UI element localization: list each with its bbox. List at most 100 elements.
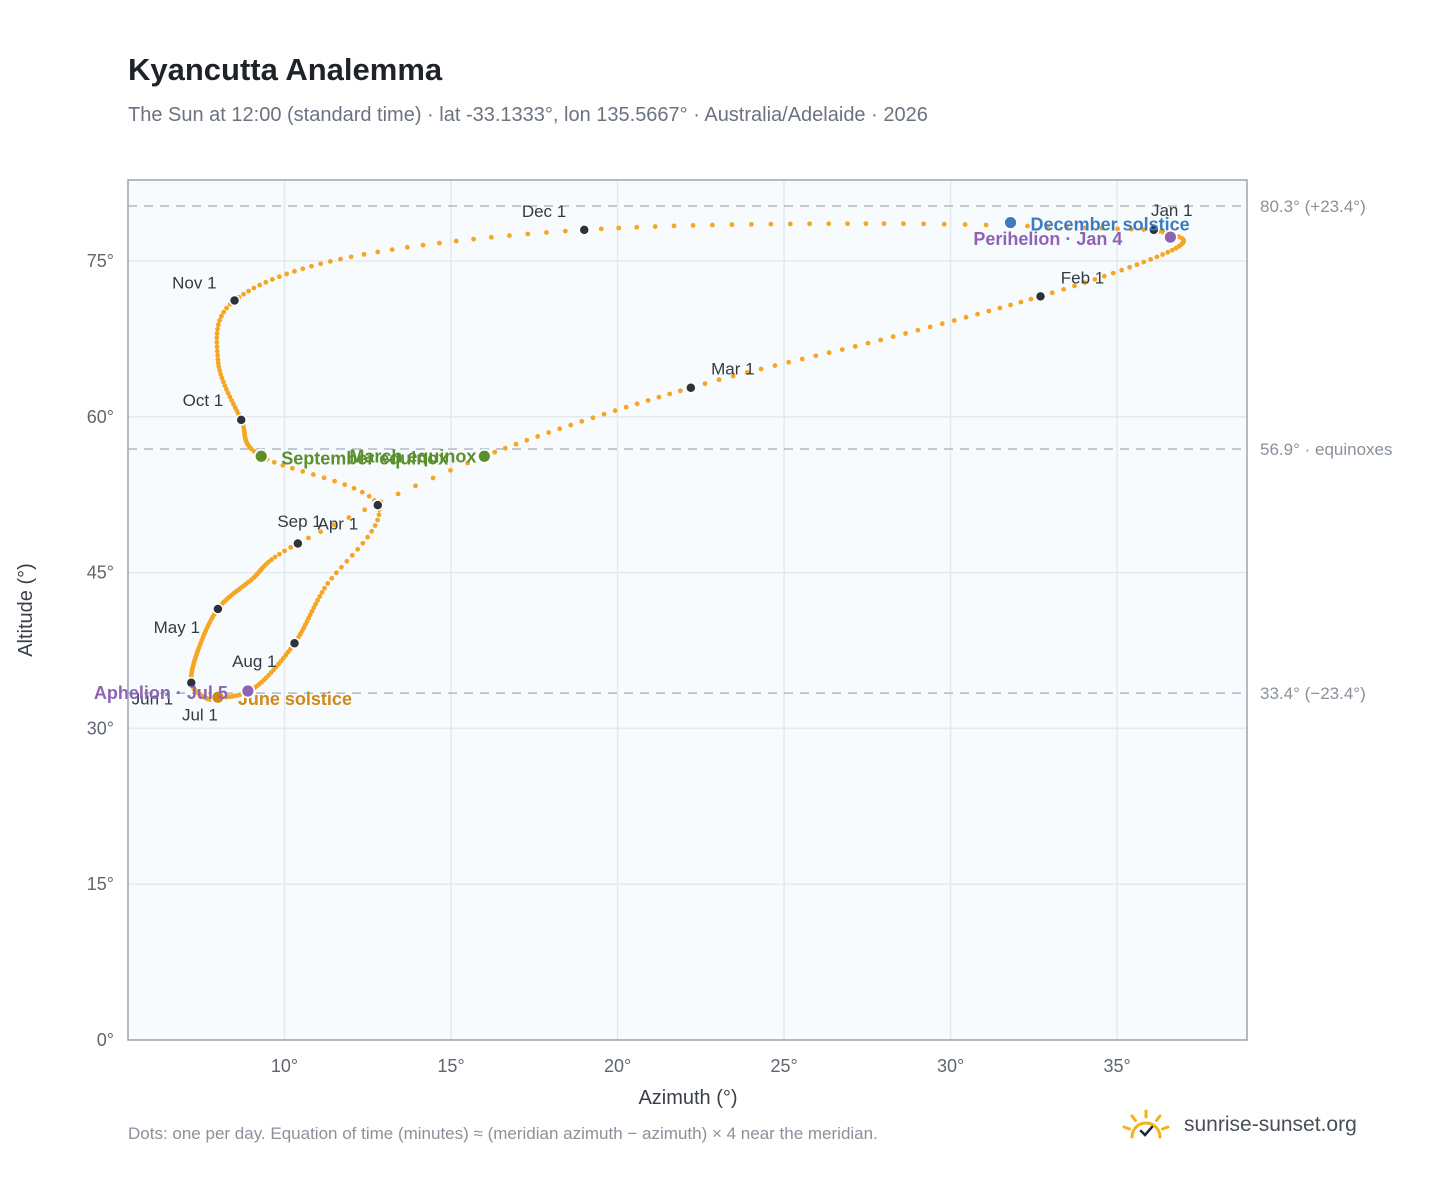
day-dot <box>799 356 805 362</box>
day-dot <box>1165 249 1171 255</box>
day-dot <box>351 485 357 491</box>
day-dot <box>986 308 992 314</box>
day-dot <box>375 249 381 255</box>
event-label: Aphelion · Jul 5 <box>94 683 228 703</box>
day-dot <box>313 601 318 607</box>
day-dot <box>465 460 471 466</box>
month-label: Jun 1 <box>132 690 174 709</box>
day-dot <box>355 546 361 552</box>
month-dot <box>1034 290 1047 303</box>
month-label: Mar 1 <box>711 360 754 379</box>
plot-frame <box>127 179 1248 1041</box>
day-dot <box>311 605 317 611</box>
day-dot <box>845 221 850 227</box>
day-dot <box>359 489 365 495</box>
event-dot <box>240 683 256 699</box>
day-dot <box>1134 262 1140 268</box>
day-dot <box>709 222 715 228</box>
month-label: Jan 1 <box>1151 201 1193 220</box>
day-dot <box>436 240 442 246</box>
day-dot <box>656 394 662 400</box>
day-dot <box>863 221 869 227</box>
brand-name: sunrise-sunset.org <box>1184 1113 1357 1136</box>
event-dot <box>476 448 492 464</box>
day-dot <box>962 222 968 227</box>
month-label: Aug 1 <box>232 652 276 671</box>
day-dot <box>280 462 286 468</box>
day-dot <box>327 259 333 264</box>
day-dot <box>634 401 640 407</box>
day-dot <box>284 271 290 277</box>
day-dot <box>331 522 337 528</box>
sun-check-icon <box>1122 1109 1170 1139</box>
day-dot <box>230 401 236 407</box>
day-dot <box>221 309 227 315</box>
day-dot <box>369 528 375 534</box>
day-dot <box>322 585 327 591</box>
day-dot <box>612 408 618 414</box>
brand[interactable]: sunrise-sunset.org <box>1120 1100 1357 1150</box>
day-dot <box>222 383 228 389</box>
month-label: Feb 1 <box>1061 268 1104 287</box>
x-tick-label: 15° <box>437 1056 464 1076</box>
day-dot <box>376 512 382 518</box>
day-dot <box>214 344 220 350</box>
day-dot <box>557 426 563 432</box>
day-dot <box>1119 267 1125 273</box>
day-dot <box>224 386 229 392</box>
day-dot <box>290 465 295 471</box>
month-label: Nov 1 <box>172 273 216 292</box>
axis-ticks: 10° 15° 20° 25° 30° 35° 0° 15° 30° 45° 60° 75° <box>87 251 1131 1076</box>
y-tick-label: 60° <box>87 407 114 427</box>
day-dot <box>218 371 224 377</box>
y-tick-label: 30° <box>87 718 114 738</box>
day-dot <box>921 221 926 227</box>
month-label: Oct 1 <box>183 391 224 410</box>
day-dot <box>677 388 683 394</box>
month-dot <box>685 381 697 394</box>
day-dot <box>730 373 736 379</box>
y-tick-label: 15° <box>87 874 114 894</box>
month-label: Apr 1 <box>318 515 359 534</box>
month-label: Sep 1 <box>277 512 321 531</box>
plot-background <box>128 180 1247 1040</box>
day-dot <box>502 445 508 451</box>
day-dot <box>890 334 896 340</box>
day-dot <box>215 322 221 328</box>
day-dot <box>1045 224 1050 230</box>
day-dot <box>310 472 316 477</box>
day-dot <box>361 251 367 257</box>
day-dot <box>601 411 607 417</box>
day-dot <box>729 222 735 228</box>
x-axis-title: Azimuth (°) <box>638 1087 737 1109</box>
day-dot <box>271 459 277 465</box>
day-dot <box>272 554 278 560</box>
day-dot <box>346 515 352 520</box>
day-dot <box>344 558 350 564</box>
day-dot <box>623 404 629 410</box>
day-dot <box>1082 225 1088 231</box>
day-dot <box>903 331 908 336</box>
day-dot <box>1148 256 1154 262</box>
day-dot <box>215 357 221 363</box>
day-dot <box>1141 227 1147 232</box>
day-dot <box>325 580 331 586</box>
x-tick-label: 20° <box>604 1056 631 1076</box>
month-dot <box>212 603 224 615</box>
day-dot <box>257 282 263 288</box>
day-dot <box>300 468 306 474</box>
day-dot <box>787 221 793 227</box>
day-dot <box>748 221 754 227</box>
day-dot <box>1082 280 1088 286</box>
month-label: May 1 <box>154 618 200 637</box>
day-dot <box>927 324 933 330</box>
day-dot <box>492 449 498 455</box>
day-dot <box>375 517 381 523</box>
day-dot <box>372 523 378 528</box>
month-dot <box>1148 224 1160 236</box>
day-dot <box>329 575 335 581</box>
day-dot <box>546 430 552 435</box>
day-dot <box>941 221 947 227</box>
day-dot <box>348 254 354 260</box>
day-dot <box>282 548 287 554</box>
